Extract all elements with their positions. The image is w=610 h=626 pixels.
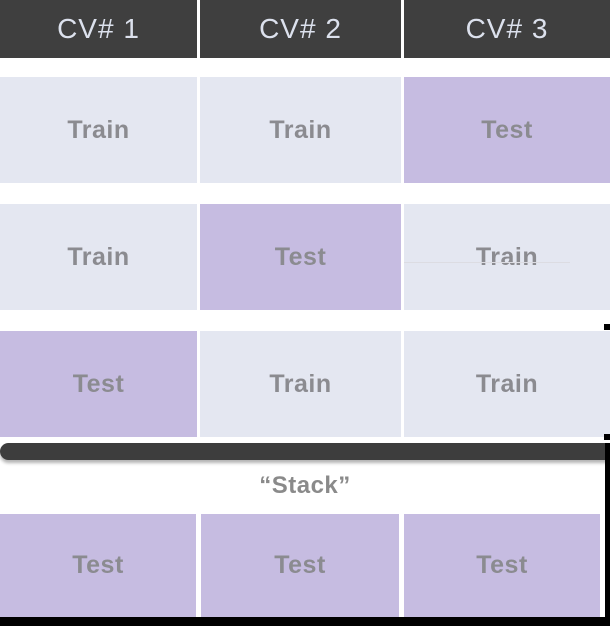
fold1-cv3-cell: Test	[404, 77, 610, 183]
black-handle-top	[604, 324, 610, 330]
fold1-cv1-cell: Train	[0, 77, 197, 183]
stack-test-cv3-cell: Test	[404, 514, 600, 617]
fold2-cv2-cell: Test	[200, 204, 401, 310]
divider-bar	[0, 443, 610, 460]
cv3-header: CV# 3	[404, 0, 610, 58]
black-edge-bottom	[0, 617, 610, 626]
stack-test-cv2-cell: Test	[201, 514, 399, 617]
fold3-cv2-cell: Train	[200, 331, 401, 437]
fold2-cv1-cell: Train	[0, 204, 197, 310]
fold1-cv2-cell: Train	[200, 77, 401, 183]
stack-label: “Stack”	[259, 472, 351, 499]
cv2-header: CV# 2	[200, 0, 401, 58]
fold3-cv3-cell: Train	[404, 331, 610, 437]
stack-test-cv1-cell: Test	[0, 514, 196, 617]
faint-connector-line	[404, 262, 570, 263]
fold2-cv3-cell: Train	[404, 204, 610, 310]
black-edge-right	[605, 443, 610, 626]
fold3-cv1-cell: Test	[0, 331, 197, 437]
cv1-header: CV# 1	[0, 0, 197, 58]
black-handle-bottom	[604, 434, 610, 440]
